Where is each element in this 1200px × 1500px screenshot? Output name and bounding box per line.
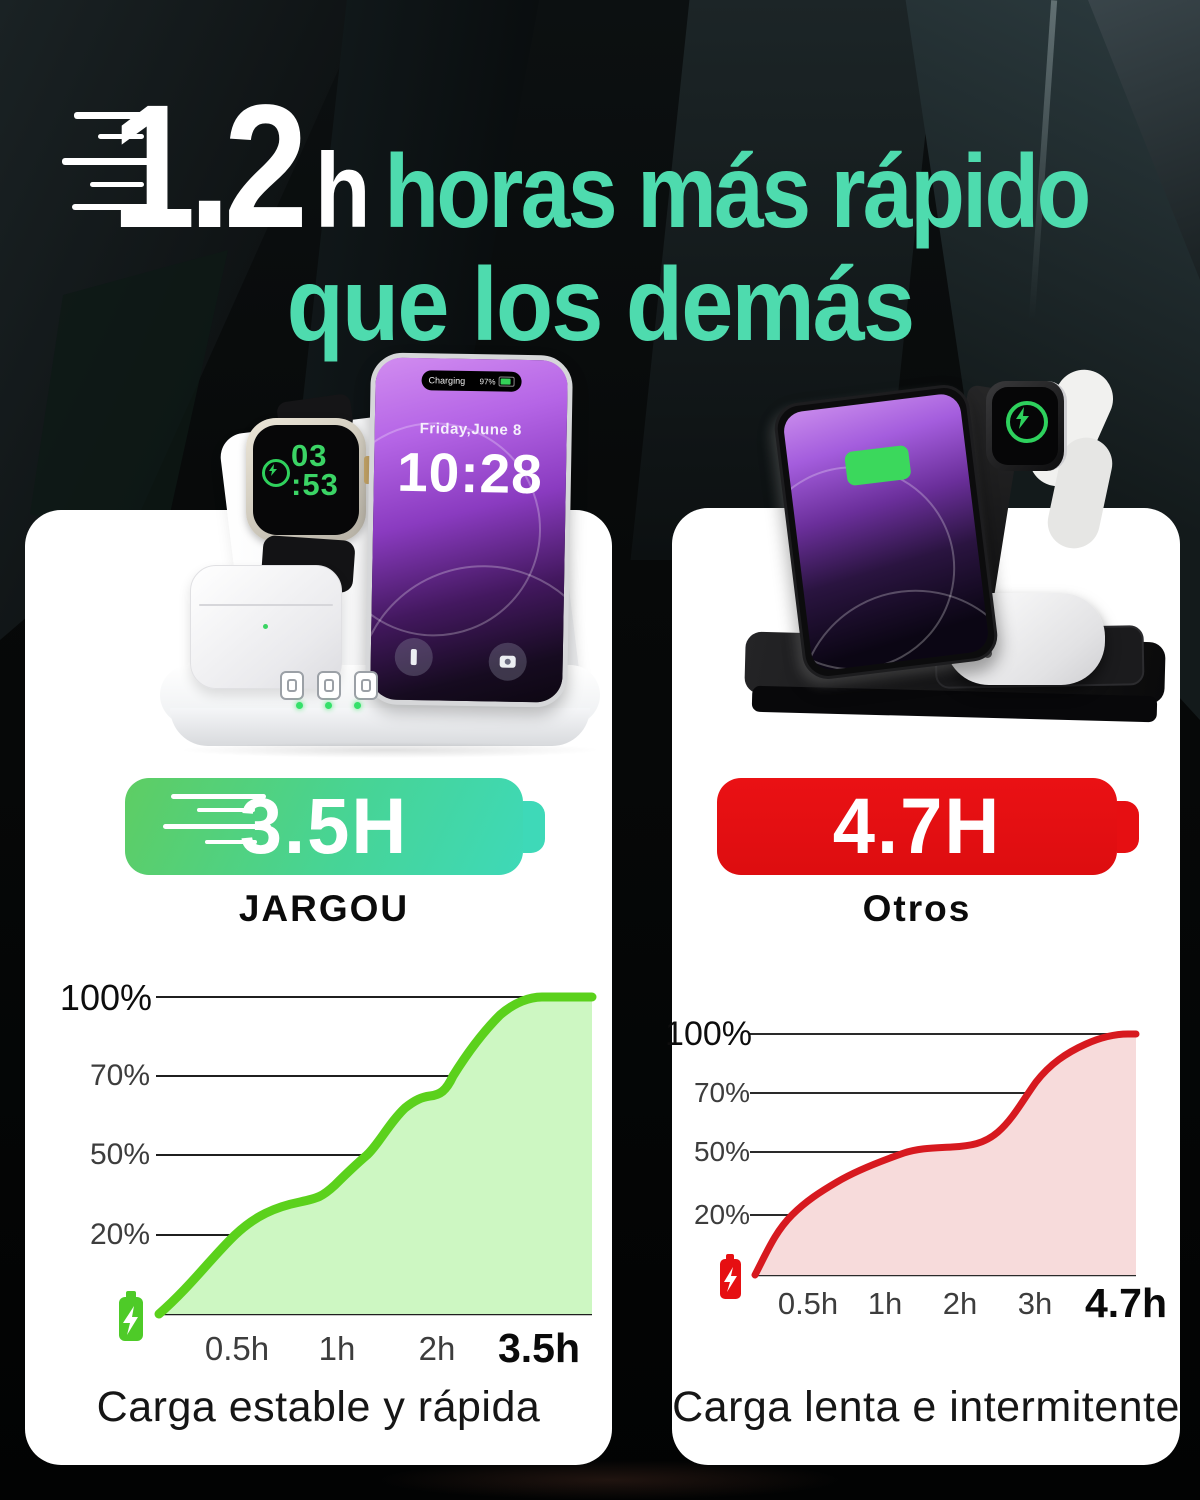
watch-screen xyxy=(992,387,1058,465)
y-tick-label: 100% xyxy=(665,1015,752,1053)
status-led xyxy=(325,702,332,709)
charging-status-label: Charging xyxy=(428,375,466,386)
watch-charging-ring-icon xyxy=(1006,401,1048,443)
speed-streak xyxy=(205,840,257,844)
jargou-time: 3.5H xyxy=(239,782,409,871)
bg-glow xyxy=(380,1460,840,1500)
jargou-product-photo: 03 :53 Charging 97% Friday,June 8 10: xyxy=(150,340,610,760)
headline-unit: h xyxy=(314,132,371,250)
speed-streak xyxy=(74,112,148,119)
phone-slot-icon xyxy=(317,671,341,700)
status-led xyxy=(354,702,361,709)
speed-streak xyxy=(163,824,271,829)
lightning-icon xyxy=(1016,407,1029,429)
watch-time: 03 :53 xyxy=(291,438,339,503)
headline-line1: 1.2 h horas más rápido xyxy=(84,69,1116,265)
iphone: Charging 97% Friday,June 8 10:28 xyxy=(364,352,574,708)
battery-nub xyxy=(1117,801,1139,853)
x-tick-label: 0.5h xyxy=(777,1286,839,1321)
headline-text1: horas más rápido xyxy=(384,134,1091,250)
stand-port-icons xyxy=(280,671,378,700)
headline-text2: que los demás xyxy=(286,247,916,363)
speed-streak xyxy=(90,182,144,187)
jargou-caption: Carga estable y rápida xyxy=(96,1383,541,1431)
speed-streak xyxy=(98,134,144,139)
x-tick-label: 1h xyxy=(318,1330,356,1367)
y-tick-label: 70% xyxy=(89,1059,150,1092)
stand-status-leds xyxy=(296,702,361,709)
otros-product-photo xyxy=(740,345,1180,755)
x-tick-label: 2h xyxy=(418,1330,456,1367)
watch-hours: 03 xyxy=(291,438,328,473)
jargou-brand-label: JARGOU xyxy=(238,888,410,929)
jargou-chart xyxy=(119,992,597,1341)
otros-time: 4.7H xyxy=(832,782,1002,871)
apple-watch: 03 :53 xyxy=(246,418,366,542)
otros-area-fill xyxy=(755,1034,1136,1275)
y-tick-label: 20% xyxy=(693,1199,750,1230)
stand-base-front xyxy=(170,708,590,746)
battery-icon xyxy=(498,376,515,387)
x-tick-label: 2h xyxy=(942,1286,978,1321)
dynamic-island: Charging 97% xyxy=(421,370,522,392)
battery-nub xyxy=(523,801,545,853)
camera-icon xyxy=(499,655,516,668)
y-tick-label: 100% xyxy=(59,977,152,1018)
iphone-screen xyxy=(781,392,991,672)
y-tick-label: 70% xyxy=(693,1077,750,1108)
jargou-area-fill xyxy=(159,997,592,1314)
x-tick-label: 0.5h xyxy=(204,1330,270,1367)
otros-caption: Carga lenta e intermitente xyxy=(672,1383,1180,1431)
y-tick-label: 50% xyxy=(89,1138,150,1171)
stand-shadow xyxy=(180,742,600,758)
red-battery-icon xyxy=(720,1254,741,1299)
airpods-lid-seam xyxy=(199,604,333,606)
y-tick-label: 50% xyxy=(693,1136,750,1167)
y-tick-label: 20% xyxy=(89,1218,150,1251)
x-tick-label: 1h xyxy=(867,1286,903,1321)
speed-streak xyxy=(62,158,156,165)
headline: 1.2 h horas más rápido que los demás xyxy=(0,69,1200,365)
lockscreen-date: Friday,June 8 xyxy=(419,420,522,439)
iphone-screen: Charging 97% Friday,June 8 10:28 xyxy=(370,357,568,703)
otros-curve-line xyxy=(751,1030,1140,1279)
flashlight-icon xyxy=(410,649,417,666)
airpods-case xyxy=(190,565,342,689)
status-led xyxy=(296,702,303,709)
watch-minutes: :53 xyxy=(291,467,339,503)
x-tick-label: 3h xyxy=(1017,1286,1053,1321)
earbuds-slot-icon xyxy=(354,671,378,700)
watch-screen: 03 :53 xyxy=(253,425,359,535)
speed-streak xyxy=(171,794,266,799)
otros-brand-label: Otros xyxy=(862,888,972,929)
x-tick-label: 3.5h xyxy=(497,1325,581,1371)
headline-number: 1.2 xyxy=(111,69,308,265)
jargou-battery-badge: 3.5H xyxy=(125,778,545,875)
speed-streak xyxy=(72,204,152,210)
x-tick-label: 4.7h xyxy=(1084,1280,1168,1326)
apple-watch xyxy=(986,381,1067,471)
speed-streak xyxy=(197,808,255,812)
watch-charging-icon xyxy=(262,459,290,487)
lockscreen-time: 10:28 xyxy=(396,440,544,506)
iphone xyxy=(771,382,1001,682)
otros-chart xyxy=(720,1030,1140,1299)
green-battery-icon xyxy=(119,1291,143,1341)
otros-battery-badge: 4.7H xyxy=(717,778,1139,875)
jargou-curve-line xyxy=(154,992,597,1319)
battery-percent-label: 97% xyxy=(479,376,496,386)
watch-slot-icon xyxy=(280,671,304,700)
status-battery: 97% xyxy=(479,376,515,387)
airpods-status-led xyxy=(263,624,268,629)
